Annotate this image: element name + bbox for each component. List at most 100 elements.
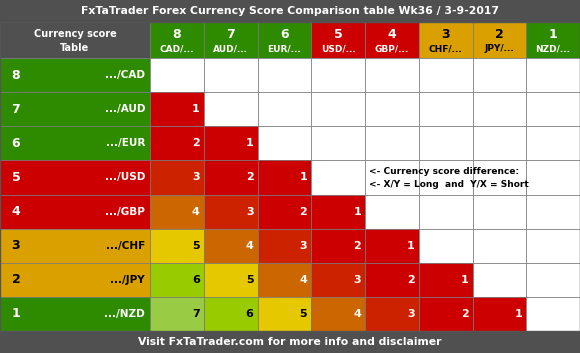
Text: 2: 2 [246, 172, 253, 183]
Text: 4: 4 [299, 275, 307, 285]
Bar [526, 22, 580, 58]
Bar [419, 22, 473, 58]
Text: 1: 1 [353, 207, 361, 216]
Bar [526, 160, 580, 195]
Text: .../CHF: .../CHF [106, 241, 145, 251]
Bar [150, 297, 204, 331]
Bar [204, 229, 258, 263]
Text: .../CAD: .../CAD [105, 70, 145, 80]
Text: 4: 4 [387, 28, 396, 41]
Text: 2: 2 [495, 28, 504, 41]
Text: 5: 5 [12, 171, 20, 184]
Bar [0, 0, 580, 22]
Text: 6: 6 [192, 275, 200, 285]
Bar [419, 263, 473, 297]
Bar [365, 126, 419, 160]
Bar [311, 297, 365, 331]
Bar [473, 195, 526, 229]
Text: USD/...: USD/... [321, 44, 356, 53]
Bar [473, 126, 526, 160]
Text: 6: 6 [245, 309, 253, 319]
Bar [258, 126, 311, 160]
Bar [258, 297, 311, 331]
Bar [365, 195, 419, 229]
Text: 6: 6 [12, 137, 20, 150]
Text: EUR/...: EUR/... [267, 44, 301, 53]
Text: 7: 7 [12, 103, 20, 116]
Bar [258, 58, 311, 92]
Bar [0, 22, 580, 331]
Bar [0, 195, 150, 229]
Text: .../JPY: .../JPY [110, 275, 145, 285]
Text: Visit FxTaTrader.com for more info and disclaimer: Visit FxTaTrader.com for more info and d… [138, 337, 442, 347]
Bar [419, 160, 473, 195]
Text: 2: 2 [353, 241, 361, 251]
Text: JPY/...: JPY/... [484, 44, 514, 53]
Bar [0, 263, 150, 297]
Text: CAD/...: CAD/... [160, 44, 194, 53]
Text: 1: 1 [192, 104, 200, 114]
Text: 3: 3 [246, 207, 253, 216]
Text: 5: 5 [246, 275, 253, 285]
Text: 1: 1 [299, 172, 307, 183]
Bar [311, 229, 365, 263]
Text: .../GBP: .../GBP [105, 207, 145, 216]
Text: 2: 2 [407, 275, 415, 285]
Bar [526, 126, 580, 160]
Text: .../EUR: .../EUR [106, 138, 145, 148]
Bar [311, 58, 365, 92]
Bar [311, 22, 365, 58]
Bar [0, 160, 150, 195]
Text: 3: 3 [12, 239, 20, 252]
Bar [150, 195, 204, 229]
Bar [311, 263, 365, 297]
Text: 1: 1 [12, 307, 20, 321]
Text: 7: 7 [226, 28, 235, 41]
Bar [0, 331, 580, 353]
Text: 3: 3 [407, 309, 415, 319]
Bar [311, 195, 365, 229]
Bar [473, 160, 526, 195]
Bar [150, 229, 204, 263]
Bar [204, 92, 258, 126]
Text: Currency score: Currency score [34, 29, 117, 39]
Bar [204, 22, 258, 58]
Bar [258, 195, 311, 229]
Text: 4: 4 [353, 309, 361, 319]
Bar [526, 229, 580, 263]
Text: 4: 4 [12, 205, 20, 218]
Bar [150, 160, 204, 195]
Bar [526, 92, 580, 126]
Bar [204, 195, 258, 229]
Bar [473, 58, 526, 92]
Bar [365, 92, 419, 126]
Bar [419, 126, 473, 160]
Text: 3: 3 [353, 275, 361, 285]
Bar [150, 58, 204, 92]
Bar [204, 160, 258, 195]
Bar [526, 263, 580, 297]
Bar [365, 58, 419, 92]
Bar [365, 297, 419, 331]
Text: 1: 1 [461, 275, 469, 285]
Bar [419, 92, 473, 126]
Bar [419, 297, 473, 331]
Bar [526, 58, 580, 92]
Bar [311, 92, 365, 126]
Text: 6: 6 [280, 28, 289, 41]
Text: 2: 2 [299, 207, 307, 216]
Bar [0, 229, 150, 263]
Bar [150, 263, 204, 297]
Bar [258, 160, 311, 195]
Bar [473, 297, 526, 331]
Bar [526, 195, 580, 229]
Text: Table: Table [60, 43, 90, 53]
Bar [0, 297, 150, 331]
Bar [365, 263, 419, 297]
Bar [473, 229, 526, 263]
Text: 3: 3 [192, 172, 200, 183]
Text: .../USD: .../USD [104, 172, 145, 183]
Bar [0, 126, 150, 160]
Bar [365, 229, 419, 263]
Text: .../AUD: .../AUD [104, 104, 145, 114]
